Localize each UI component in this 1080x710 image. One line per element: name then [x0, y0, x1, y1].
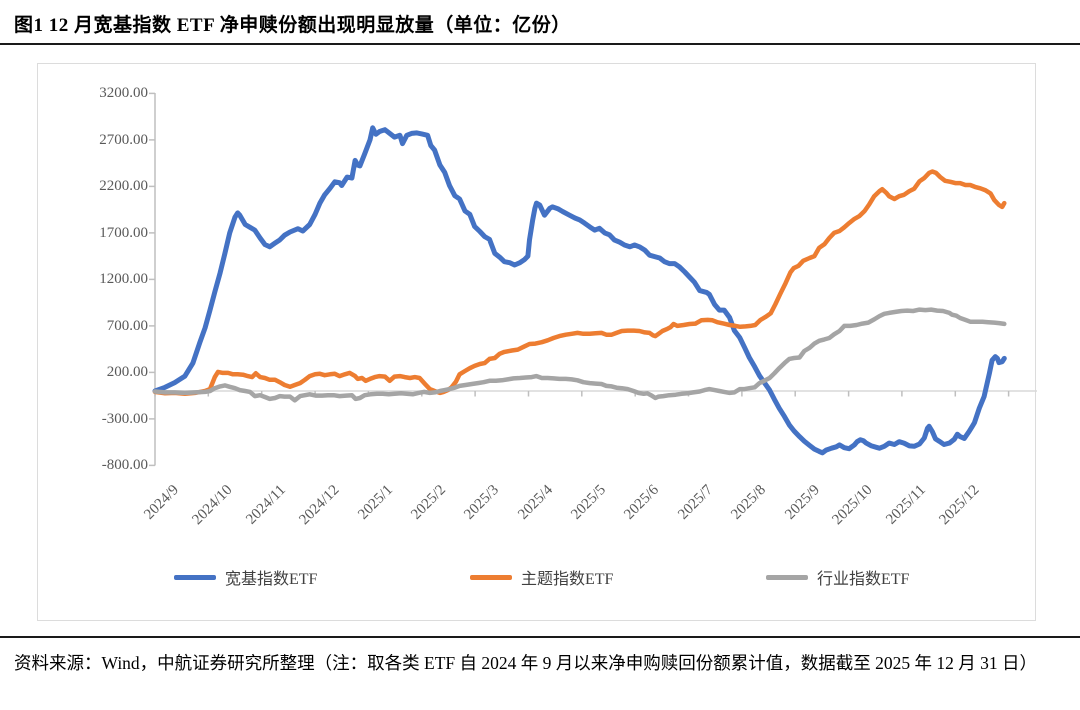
legend-label-theme: 主题指数ETF [521, 571, 614, 588]
title-underline [0, 43, 1080, 45]
legend-label-broad-base: 宽基指数ETF [225, 571, 318, 588]
y-axis-label: -800.00 [101, 457, 148, 474]
y-axis-label: 1700.00 [99, 224, 148, 241]
y-axis-label: 700.00 [106, 317, 148, 334]
y-axis-label: 3200.00 [99, 85, 148, 102]
y-axis-label: 1200.00 [99, 271, 148, 288]
legend-item-theme: 主题指数ETF [470, 566, 613, 588]
legend-label-industry: 行业指数ETF [817, 571, 910, 588]
y-axis-label: -300.00 [101, 410, 148, 427]
figure-title: 图1 12 月宽基指数 ETF 净申赎份额出现明显放量（单位：亿份） [14, 15, 571, 36]
y-axis-label: 2700.00 [99, 131, 148, 148]
legend-swatch-industry-icon [766, 574, 808, 580]
source-note: 资料来源：Wind，中航证券研究所整理（注：取各类 ETF 自 2024 年 9… [14, 653, 1038, 673]
legend-swatch-theme-icon [470, 574, 512, 580]
source-divider [0, 636, 1080, 638]
legend-swatch-broad-base-icon [174, 574, 216, 580]
chart-area [37, 63, 1036, 621]
y-axis-label: 200.00 [106, 364, 148, 381]
legend-item-broad-base: 宽基指数ETF [174, 566, 317, 588]
y-axis-label: 2200.00 [99, 178, 148, 195]
legend-item-industry: 行业指数ETF [766, 566, 909, 588]
